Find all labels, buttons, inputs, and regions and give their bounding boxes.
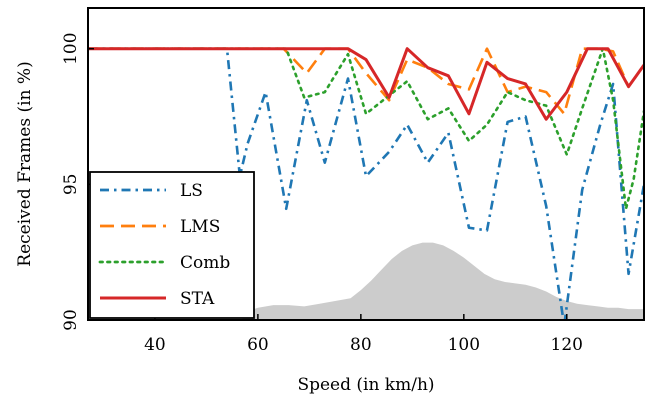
series-line-comb (88, 47, 644, 211)
series-line-sta (88, 47, 644, 121)
y-tick-label: 95 (61, 174, 81, 196)
legend-label-lms: LMS (180, 217, 220, 237)
legend: LS LMS Comb STA (89, 171, 255, 319)
y-tick-label: 90 (61, 309, 81, 331)
legend-label-comb: Comb (180, 253, 230, 273)
legend-box (89, 171, 255, 319)
x-tick-label: 40 (144, 335, 166, 355)
legend-label-sta: STA (180, 289, 215, 309)
background-area-layer (242, 242, 644, 320)
legend-label-ls: LS (180, 181, 203, 201)
plot-frame (87, 7, 645, 321)
plot-content (88, 47, 644, 320)
y-tick-label: 100 (61, 32, 81, 64)
x-tick-label: 100 (448, 335, 480, 355)
y-ticks: 90 95 100 (61, 32, 94, 331)
series-line-ls (88, 47, 644, 320)
x-tick-label: 80 (350, 335, 372, 355)
x-tick-label: 60 (247, 335, 269, 355)
x-axis-label: Speed (in km/h) (297, 375, 434, 395)
legend-entries: LS LMS Comb STA (98, 181, 230, 309)
x-tick-label: 120 (551, 335, 583, 355)
background-area (242, 242, 644, 320)
series-layer (88, 47, 644, 320)
y-axis-label: Received Frames (in %) (15, 61, 35, 266)
x-ticks: 40 60 80 100 120 (144, 314, 583, 355)
